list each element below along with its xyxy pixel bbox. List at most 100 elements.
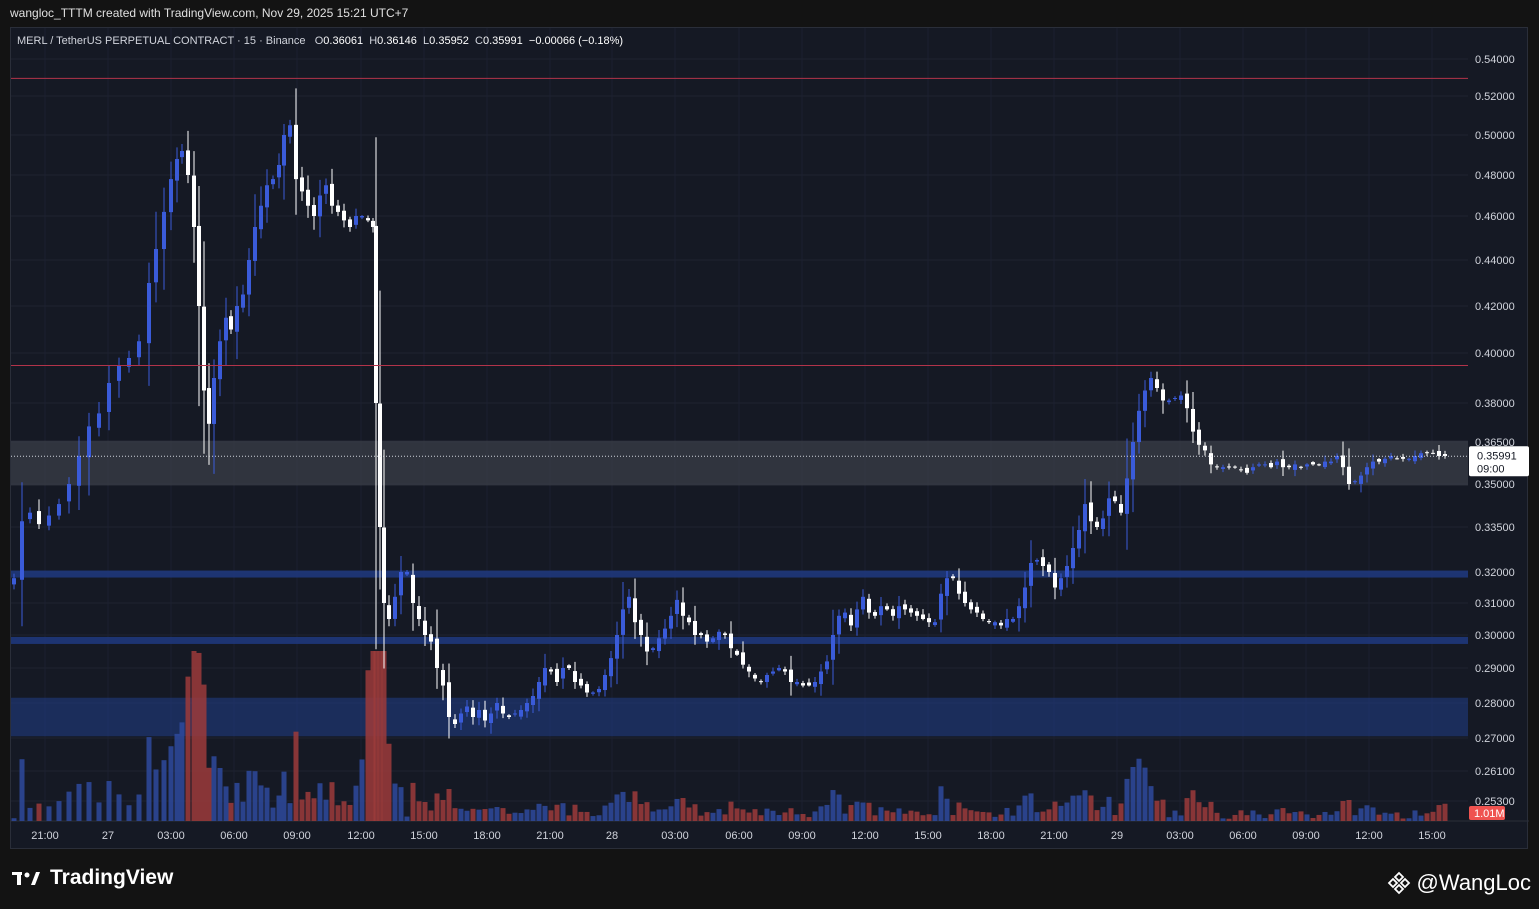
volume-bar	[1016, 805, 1022, 821]
tradingview-logo[interactable]: TradingView	[12, 866, 173, 890]
chart-panel[interactable]: 0.54000 0.52000 0.50000 0.48000 0.46000 0.440…	[10, 27, 1529, 850]
price-tick-label: 0.42000	[1475, 301, 1515, 313]
volume-bar	[500, 808, 506, 821]
time-tick-label: 12:00	[347, 830, 375, 842]
candle-body	[382, 527, 386, 603]
candle-body	[453, 719, 457, 724]
candle-body	[1161, 389, 1165, 401]
volume-bar	[1010, 815, 1016, 821]
price-tick-label: 0.48000	[1475, 170, 1515, 182]
candle-body	[87, 426, 91, 458]
candle-body	[885, 606, 889, 610]
volume-bar	[377, 651, 383, 821]
volume-bar	[240, 801, 246, 821]
volume-bar	[476, 809, 482, 821]
candle-body	[1143, 390, 1147, 411]
candle-body	[1059, 578, 1063, 590]
volume-bar	[1154, 800, 1160, 821]
candle-body	[879, 606, 883, 616]
volume-bar	[1358, 808, 1364, 821]
candle-body	[180, 151, 184, 158]
volume-bar	[206, 767, 212, 821]
volume-bar	[542, 805, 548, 821]
volume-bar	[740, 809, 746, 821]
volume-bar	[398, 787, 404, 821]
volume-bar	[335, 805, 341, 821]
candle-body	[933, 622, 937, 626]
volume-bar	[1064, 802, 1070, 821]
candle-body	[765, 675, 769, 683]
candle-body	[282, 135, 286, 166]
candle-body	[813, 682, 817, 687]
volume-bar	[428, 810, 434, 821]
time-tick-label: 06:00	[725, 830, 753, 842]
volume-bar	[908, 810, 914, 821]
candle-body	[1293, 464, 1297, 470]
candle-body	[639, 619, 643, 635]
volume-bar	[806, 817, 812, 821]
level-lines	[11, 77, 1468, 366]
candle-body	[186, 150, 190, 175]
candle-body	[371, 220, 375, 227]
time-axis[interactable]: 21:00 27 03:00 06:00 09:00 12:00 15:00 18:00 21:…	[31, 830, 1446, 842]
volume-bar	[365, 670, 371, 821]
volume-bar	[386, 743, 392, 821]
price-tick-label: 0.40000	[1475, 348, 1515, 360]
candle-body	[387, 605, 391, 619]
candlestick-chart[interactable]: 0.54000 0.52000 0.50000 0.48000 0.46000 0.440…	[11, 28, 1529, 850]
candle-body	[843, 612, 847, 619]
volume-bar	[1004, 807, 1010, 821]
candle-body	[1065, 566, 1069, 577]
support-line	[11, 636, 1468, 644]
candle-body	[1101, 518, 1105, 529]
volume-bar	[299, 799, 305, 821]
candle-body	[20, 521, 24, 580]
candle-body	[212, 378, 216, 424]
candle-body	[1089, 502, 1093, 522]
time-tick-label: 21:00	[31, 830, 59, 842]
candle-body	[819, 671, 823, 685]
price-axis[interactable]: 0.54000 0.52000 0.50000 0.48000 0.46000 0.440…	[1475, 54, 1515, 808]
ohlc-open: O0.36061	[314, 35, 364, 47]
volume-bar	[1088, 795, 1094, 821]
volume-bar	[974, 811, 980, 821]
volume-bar	[458, 808, 464, 821]
candle-body	[771, 671, 775, 674]
price-tick-label: 0.44000	[1475, 255, 1515, 267]
candle-body	[837, 615, 841, 635]
volume-bar	[632, 791, 638, 821]
candle-body	[1353, 481, 1357, 483]
candle-body	[909, 608, 913, 613]
candle-body	[1275, 461, 1279, 466]
volume-bar	[878, 807, 884, 821]
volume-bar	[293, 731, 299, 821]
candle-body	[1287, 465, 1291, 468]
price-tick-label: 0.32000	[1475, 567, 1515, 579]
candle-body	[1173, 398, 1177, 399]
volume-bar	[884, 810, 890, 821]
volume-bar	[548, 810, 554, 821]
volume-bar	[656, 809, 662, 821]
volume-bar	[764, 808, 770, 821]
candle-body	[1443, 454, 1447, 456]
candle-body	[1221, 467, 1225, 469]
zones	[11, 440, 1468, 737]
symbol-title[interactable]: MERL / TetherUS PERPETUAL CONTRACT · 15 …	[17, 35, 306, 47]
candle-body	[342, 210, 346, 221]
candle-body	[67, 484, 71, 502]
candle-body	[1401, 457, 1405, 459]
volume-bar	[1346, 800, 1352, 821]
volume-bar	[824, 804, 830, 821]
candle-body	[1425, 452, 1429, 454]
volume-bar	[161, 760, 167, 821]
candle-body	[663, 628, 667, 639]
candle-body	[861, 596, 865, 610]
volume-bar	[584, 811, 590, 821]
candle-body	[777, 668, 781, 671]
candle-body	[28, 512, 32, 520]
candle-body	[567, 665, 571, 668]
volume-bar	[1148, 786, 1154, 821]
candle-body	[47, 515, 51, 526]
candle-body	[423, 620, 427, 635]
volume-bar	[1136, 758, 1142, 821]
